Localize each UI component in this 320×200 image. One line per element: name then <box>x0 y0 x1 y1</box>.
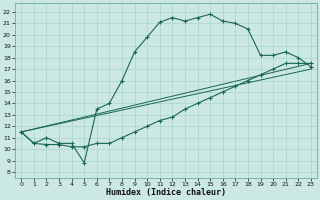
X-axis label: Humidex (Indice chaleur): Humidex (Indice chaleur) <box>106 188 226 197</box>
